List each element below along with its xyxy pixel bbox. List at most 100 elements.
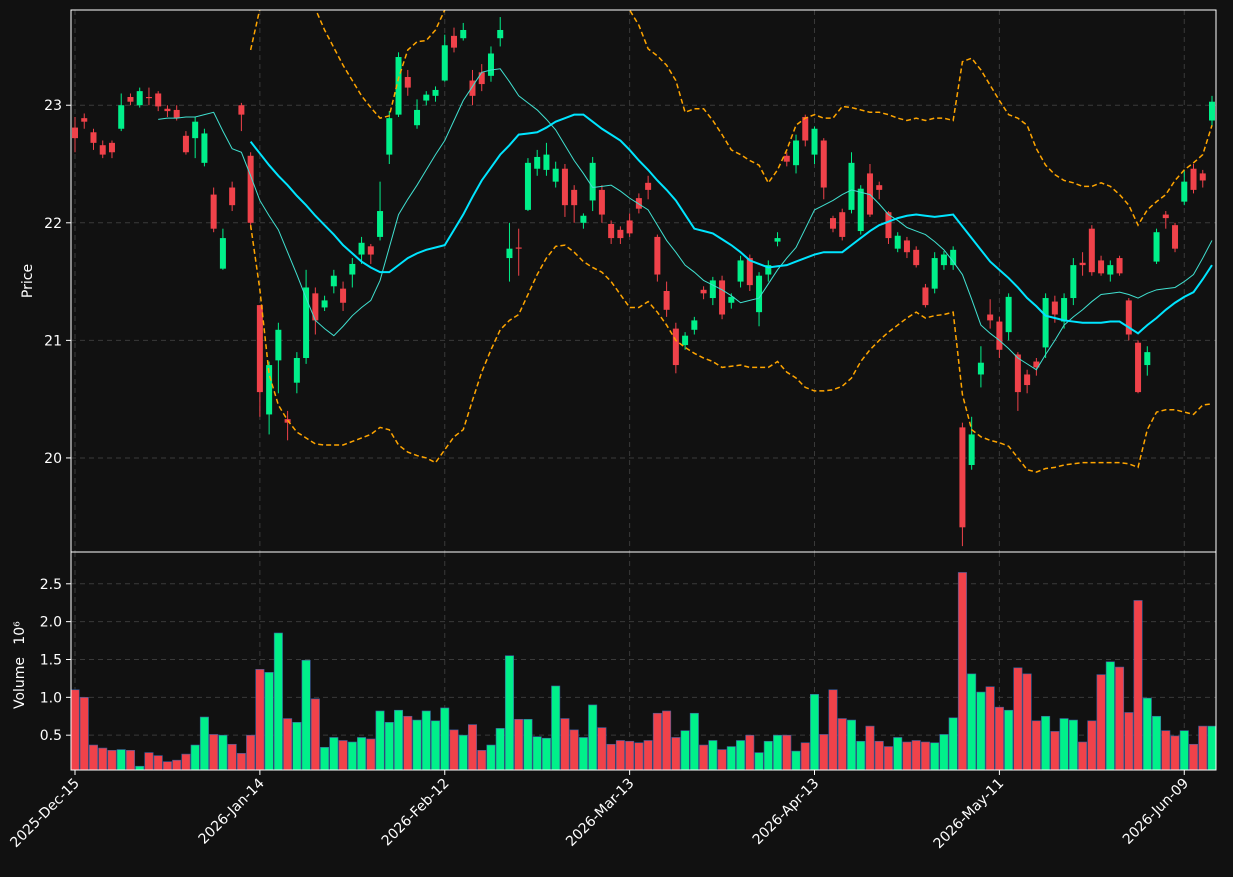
volume-bar <box>606 743 616 770</box>
volume-bar <box>135 765 145 770</box>
volume-bar <box>236 753 246 770</box>
candle-body <box>487 53 494 76</box>
volume-bar <box>967 673 977 770</box>
volume-bar <box>883 746 893 770</box>
candle-body <box>90 132 97 143</box>
candle-body <box>866 173 873 215</box>
volume-bar <box>412 719 422 770</box>
candle-body <box>672 328 679 366</box>
candle-body <box>811 128 818 155</box>
y-tick-label: 1.5 <box>40 652 62 668</box>
candle-body <box>987 314 994 321</box>
price-axis-label: Price <box>20 264 36 298</box>
volume-bar <box>181 753 191 770</box>
candle-body <box>192 121 199 139</box>
volume-bar <box>680 730 690 770</box>
volume-bar <box>153 755 163 770</box>
candle-body <box>219 238 226 269</box>
candle-body <box>478 72 485 85</box>
volume-bar <box>162 761 172 770</box>
candle-body <box>728 296 735 303</box>
volume-bar <box>745 734 755 770</box>
volume-bar <box>199 716 209 770</box>
indicator-line <box>249 225 1213 473</box>
volume-bar <box>172 759 182 770</box>
candle-body <box>1098 260 1105 274</box>
candle-body <box>913 249 920 266</box>
candle-body <box>922 287 929 306</box>
volume-bar <box>71 689 80 770</box>
candle-body <box>756 275 763 313</box>
candle-body <box>719 280 726 315</box>
candle-body <box>1061 298 1068 322</box>
volume-bar <box>948 717 958 770</box>
candle-body <box>1199 173 1206 181</box>
volume-bar <box>283 718 293 770</box>
candle-body <box>312 293 319 321</box>
volume-bar <box>523 718 533 770</box>
candle-body <box>229 187 236 206</box>
volume-bar <box>1041 715 1051 770</box>
candle-body <box>358 242 365 255</box>
candle-body <box>598 189 605 215</box>
volume-bar <box>375 710 385 770</box>
y-tick-label: 2.5 <box>40 577 62 593</box>
volume-bar <box>615 740 625 770</box>
candle-body <box>432 89 439 96</box>
candle-body <box>959 427 966 528</box>
volume-bar <box>125 750 135 770</box>
panel-frame <box>70 9 1217 553</box>
y-tick-label: 0.5 <box>40 728 62 744</box>
candle-body <box>876 185 883 190</box>
volume-bar <box>366 738 376 770</box>
volume-bar <box>634 742 644 770</box>
x-tick-label: 2026-Apr-13 <box>750 776 823 849</box>
volume-bar <box>652 712 662 770</box>
volume-bar <box>384 722 394 770</box>
volume-bar <box>1133 600 1143 770</box>
volume-bar <box>1087 720 1097 770</box>
candle-body <box>81 118 88 122</box>
volume-bar <box>1152 715 1162 770</box>
volume-axis-offset: 10⁶ <box>12 621 28 645</box>
candle-body <box>72 127 78 139</box>
volume-axis-label: Volume <box>12 657 28 709</box>
candle-body <box>173 109 180 119</box>
volume-bar <box>88 744 98 770</box>
x-tick-label: 2025-Dec-15 <box>7 776 82 851</box>
volume-bar <box>458 734 468 770</box>
candle-body <box>561 168 568 206</box>
candle-body <box>367 246 374 255</box>
volume-bar <box>1004 709 1014 770</box>
candle-body <box>256 305 263 393</box>
volume-bar <box>1198 725 1208 770</box>
candle-body <box>238 105 245 115</box>
volume-bar <box>800 742 810 770</box>
candle-body <box>1107 265 1114 275</box>
candle-body <box>1153 232 1160 262</box>
candle-body <box>451 35 457 48</box>
candle-body <box>737 260 744 282</box>
volume-bar <box>865 725 875 770</box>
volume-bar <box>1189 743 1199 770</box>
candle-body <box>848 162 855 210</box>
candle-body <box>746 258 753 286</box>
candle-body <box>1024 374 1031 386</box>
volume-bar <box>338 740 348 770</box>
volume-bar <box>625 740 635 770</box>
volume-bar <box>255 669 265 770</box>
candle-body <box>182 135 189 153</box>
volume-bar <box>477 750 487 770</box>
volume-bar <box>209 734 219 770</box>
volume-bar <box>449 729 459 770</box>
volume-bar <box>431 720 441 770</box>
volume-bar <box>421 710 431 770</box>
volume-bar <box>1161 730 1171 770</box>
volume-bar <box>541 737 551 770</box>
candle-body <box>645 182 652 190</box>
candle-body <box>691 320 698 330</box>
candle-body <box>118 105 125 129</box>
volume-bar <box>301 659 311 770</box>
candle-body <box>663 290 670 310</box>
